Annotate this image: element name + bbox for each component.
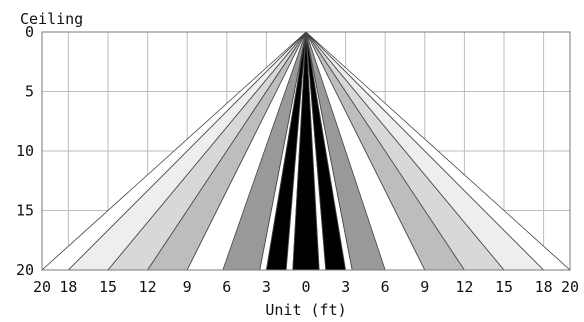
x-tick-label-10: 9 xyxy=(420,278,429,296)
x-tick-label-0: 20 xyxy=(33,278,51,296)
x-axis-title: Unit (ft) xyxy=(265,301,346,319)
y-tick-label-2: 10 xyxy=(16,142,34,160)
x-tick-label-8: 3 xyxy=(341,278,350,296)
x-tick-label-13: 18 xyxy=(535,278,553,296)
beam-layer xyxy=(40,31,572,271)
chart-title: Ceiling xyxy=(20,10,83,28)
x-tick-label-7: 0 xyxy=(301,278,310,296)
y-tick-label-1: 5 xyxy=(25,83,34,101)
y-tick-label-4: 20 xyxy=(16,261,34,279)
x-tick-label-5: 6 xyxy=(222,278,231,296)
x-tick-label-6: 3 xyxy=(262,278,271,296)
plot-frame xyxy=(41,31,571,271)
x-tick-label-9: 6 xyxy=(381,278,390,296)
x-tick-label-14: 20 xyxy=(561,278,579,296)
y-tick-label-0: 0 xyxy=(25,23,34,41)
x-tick-label-1: 18 xyxy=(59,278,77,296)
x-tick-label-3: 12 xyxy=(139,278,157,296)
x-tick-label-11: 12 xyxy=(455,278,473,296)
y-tick-label-3: 15 xyxy=(16,202,34,220)
x-tick-label-2: 15 xyxy=(99,278,117,296)
x-tick-label-4: 9 xyxy=(183,278,192,296)
x-tick-label-12: 15 xyxy=(495,278,513,296)
